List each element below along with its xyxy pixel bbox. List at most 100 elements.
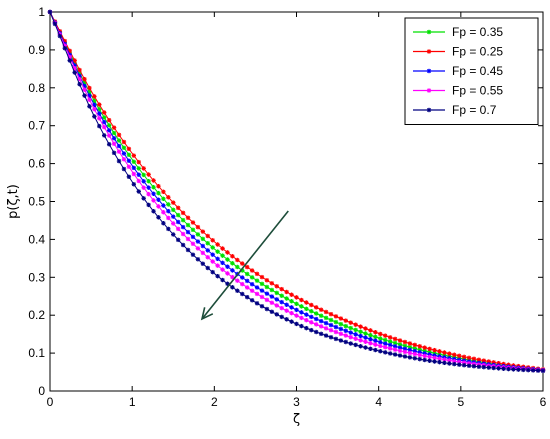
data-point-marker	[426, 49, 432, 54]
data-point-marker	[422, 345, 427, 350]
data-point-marker	[180, 224, 186, 230]
data-point-marker	[461, 354, 467, 360]
data-point-marker	[225, 264, 230, 269]
data-point-marker	[471, 356, 477, 361]
x-tick-label: 1	[129, 395, 136, 409]
data-point-marker	[195, 232, 201, 237]
data-point-marker	[106, 142, 112, 147]
data-point-marker	[491, 365, 496, 371]
data-point-marker	[274, 290, 279, 296]
data-point-marker	[387, 335, 393, 340]
data-point-marker	[171, 207, 176, 213]
data-point-marker	[92, 107, 97, 112]
data-point-marker	[210, 245, 215, 250]
data-point-marker	[496, 366, 501, 371]
data-point-marker	[220, 267, 225, 272]
data-point-marker	[412, 351, 418, 357]
data-point-marker	[368, 346, 373, 352]
data-point-marker	[486, 365, 491, 370]
data-point-marker	[72, 58, 77, 63]
data-point-marker	[175, 237, 181, 243]
data-point-marker	[299, 315, 304, 321]
data-point-marker	[309, 327, 314, 333]
data-point-marker	[383, 333, 388, 338]
data-point-marker	[136, 189, 141, 194]
data-point-marker	[249, 268, 255, 273]
data-point-marker	[318, 318, 324, 324]
data-point-marker	[136, 172, 141, 177]
data-point-marker	[279, 314, 284, 320]
series-5	[47, 9, 546, 374]
data-point-marker	[106, 123, 112, 128]
data-point-marker	[62, 46, 67, 51]
data-point-marker	[358, 338, 363, 343]
data-point-marker	[466, 363, 472, 368]
data-point-marker	[102, 124, 107, 130]
data-point-marker	[171, 232, 176, 237]
data-point-marker	[195, 246, 201, 251]
y-tick-label: 0.5	[28, 195, 45, 209]
data-point-marker	[437, 349, 442, 354]
data-point-marker	[264, 278, 270, 283]
data-point-marker	[72, 70, 77, 75]
data-point-marker	[57, 33, 63, 39]
data-point-marker	[323, 333, 329, 338]
data-point-marker	[452, 361, 457, 367]
data-point-marker	[437, 359, 442, 365]
data-point-marker	[156, 215, 161, 220]
data-point-marker	[343, 323, 348, 329]
data-point-marker	[254, 291, 260, 297]
data-point-marker	[146, 191, 151, 197]
data-point-marker	[102, 133, 107, 138]
data-point-marker	[82, 87, 87, 92]
data-point-marker	[269, 309, 275, 314]
data-point-marker	[146, 185, 151, 190]
data-point-marker	[254, 271, 260, 277]
data-point-marker	[314, 316, 319, 322]
data-point-marker	[343, 339, 348, 345]
data-point-marker	[200, 261, 206, 266]
data-point-marker	[338, 338, 344, 343]
data-point-marker	[397, 338, 403, 343]
data-point-marker	[299, 323, 304, 329]
data-point-marker	[146, 202, 151, 208]
data-point-marker	[146, 172, 151, 177]
data-point-marker	[240, 275, 245, 280]
data-point-marker	[442, 360, 447, 366]
data-point-marker	[279, 286, 284, 292]
y-tick-label: 0.4	[28, 232, 45, 246]
data-point-marker	[294, 321, 299, 327]
data-point-marker	[323, 320, 329, 326]
x-tick-label: 2	[211, 395, 218, 409]
data-point-marker	[363, 339, 368, 344]
data-point-marker	[102, 115, 107, 120]
data-point-marker	[156, 197, 161, 202]
data-point-marker	[432, 359, 437, 364]
data-point-marker	[166, 195, 171, 200]
data-point-marker	[383, 337, 388, 343]
data-point-marker	[304, 317, 309, 323]
data-point-marker	[220, 277, 225, 283]
data-point-marker	[82, 93, 87, 98]
data-point-marker	[304, 300, 309, 305]
data-point-marker	[151, 185, 156, 190]
data-point-marker	[333, 319, 339, 325]
data-point-marker	[314, 311, 319, 316]
y-tick-label: 1	[38, 5, 45, 19]
data-point-marker	[215, 263, 220, 268]
data-point-marker	[501, 366, 506, 371]
data-point-marker	[210, 252, 215, 257]
data-point-marker	[309, 309, 314, 314]
data-point-marker	[289, 319, 294, 324]
data-point-marker	[353, 342, 358, 348]
data-point-marker	[279, 299, 284, 305]
data-point-marker	[383, 345, 388, 350]
data-point-marker	[338, 326, 344, 332]
data-point-marker	[116, 158, 122, 164]
data-point-marker	[343, 333, 348, 338]
data-point-marker	[397, 353, 403, 358]
data-point-marker	[540, 368, 546, 374]
legend-label: Fp = 0.55	[452, 84, 503, 98]
data-point-marker	[309, 314, 314, 320]
data-point-marker	[121, 166, 127, 172]
